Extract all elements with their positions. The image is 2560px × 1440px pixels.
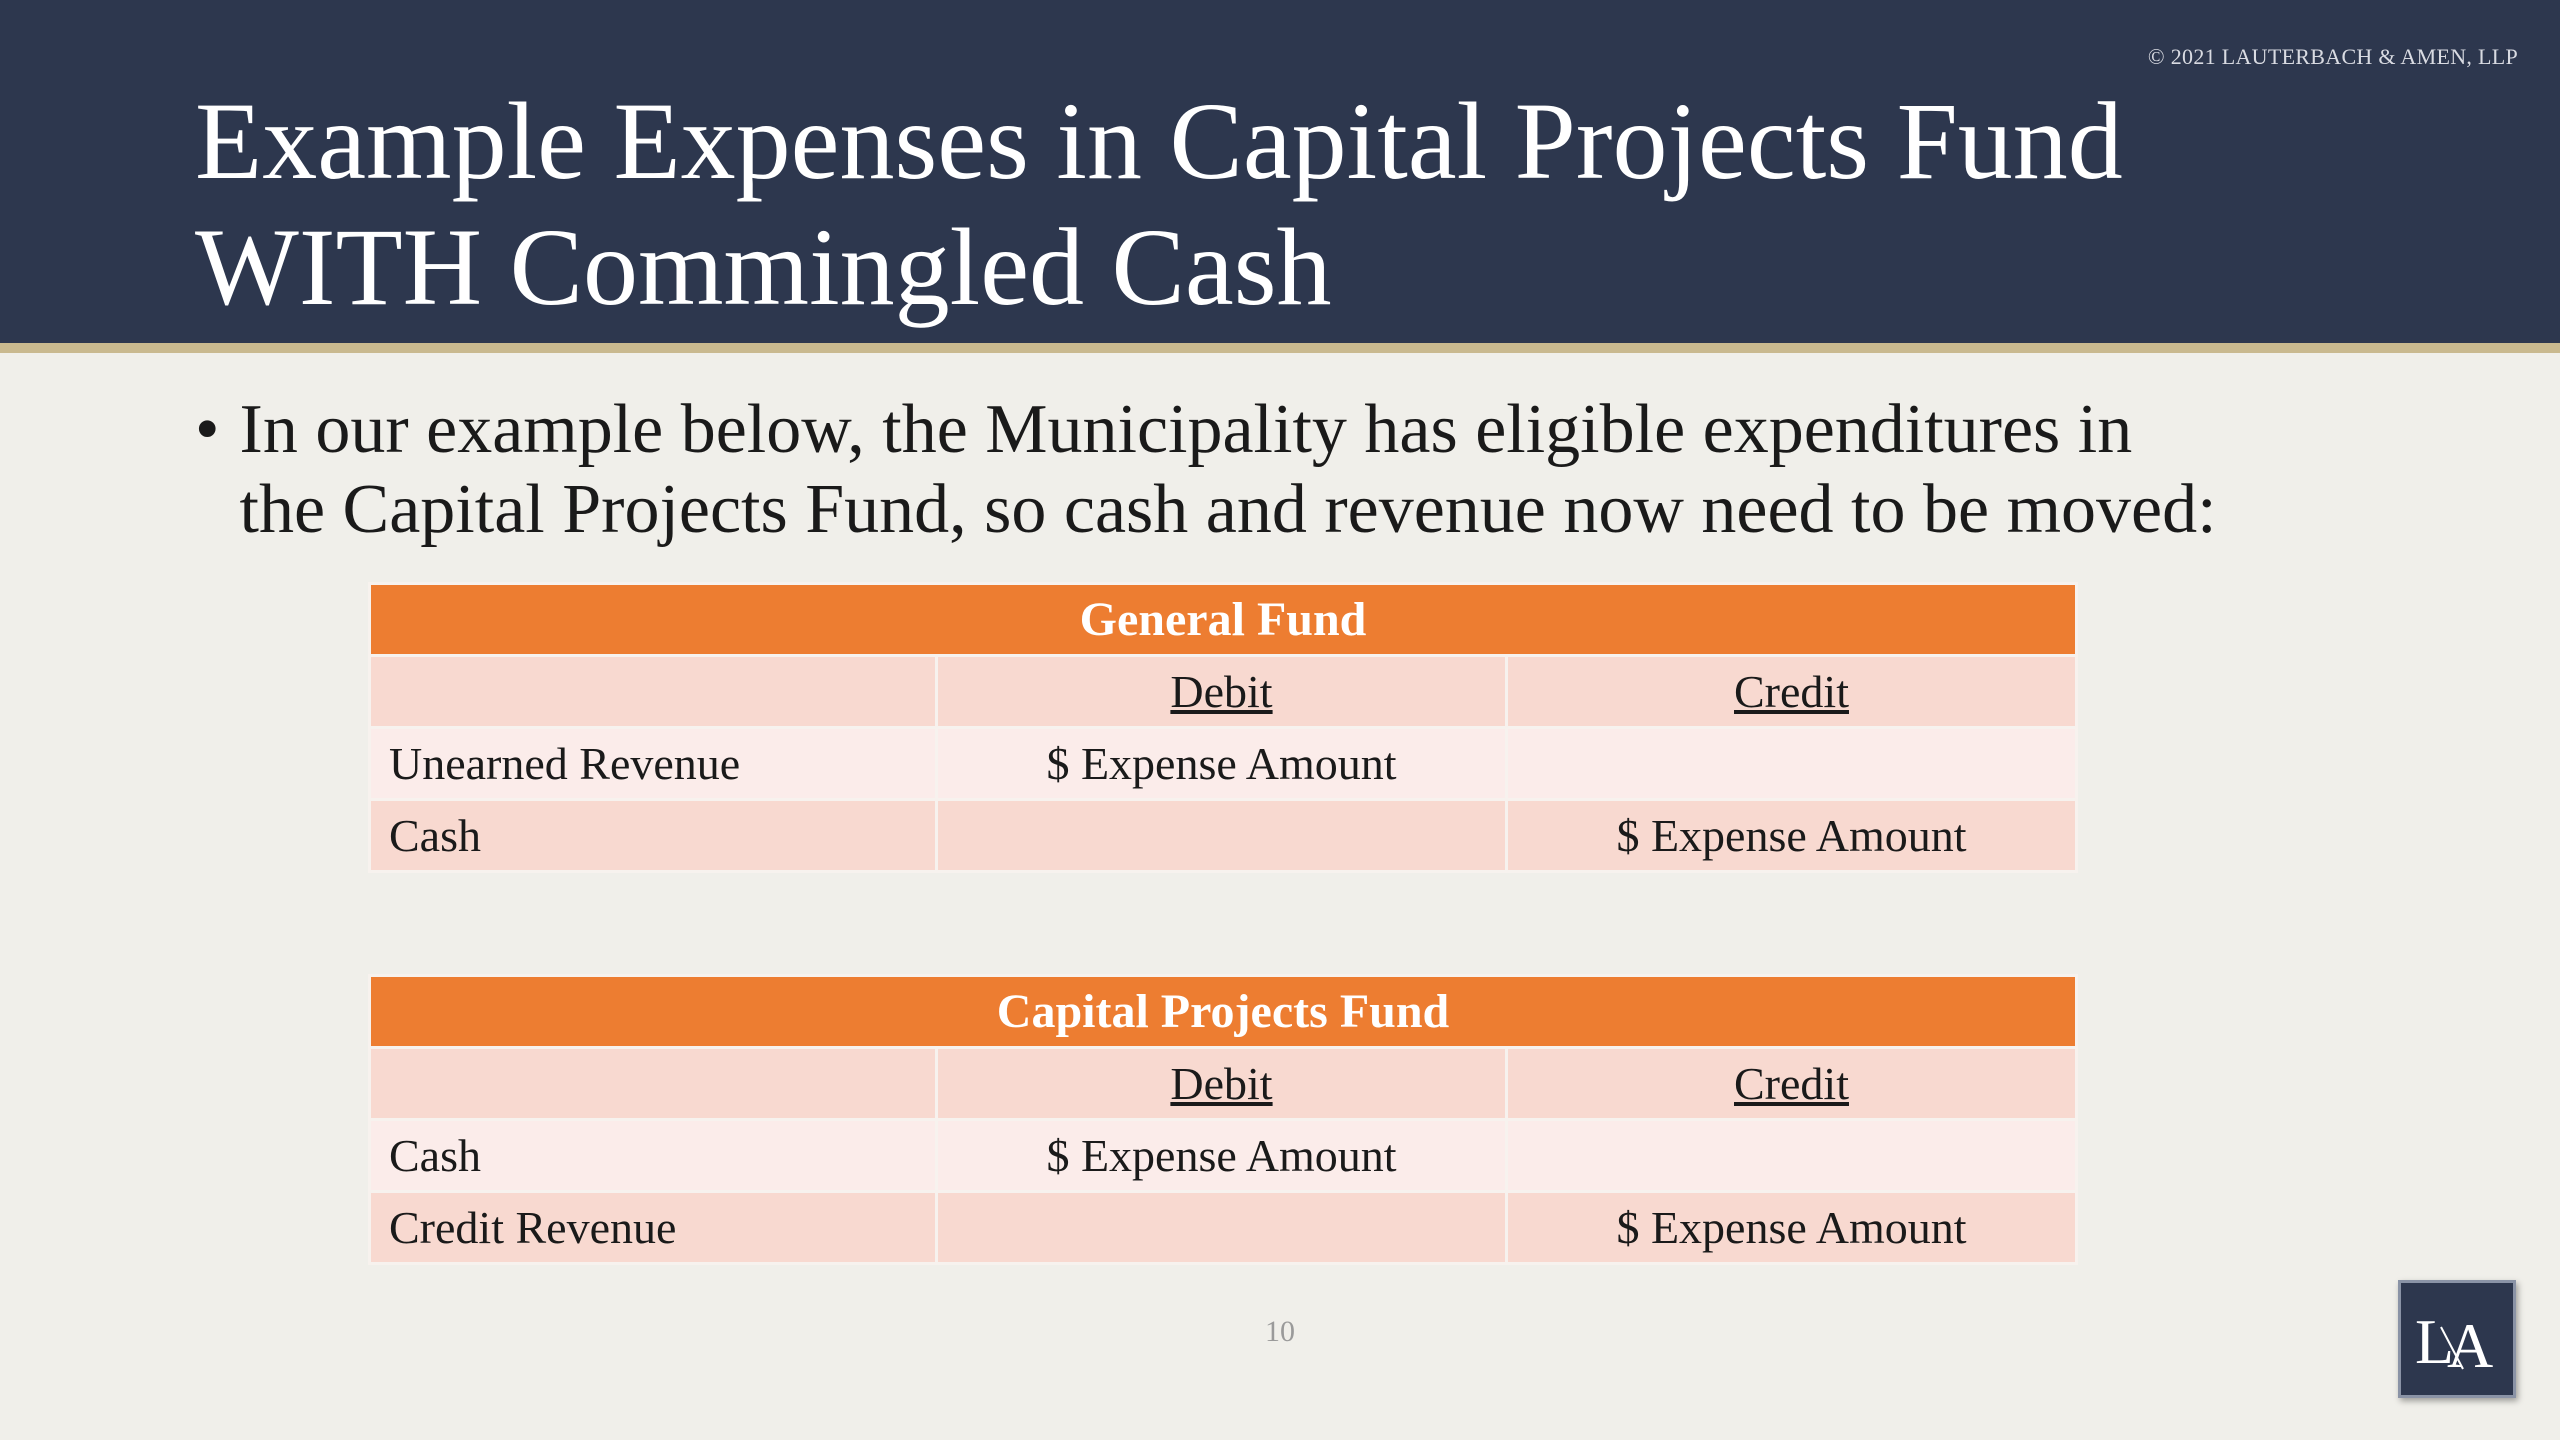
page-number: 10 [1265,1315,1295,1348]
general-fund-col-credit: Credit [1505,654,2078,729]
bullet-text-line-2: the Capital Projects Fund, so cash and r… [239,471,2217,548]
bullet-point: • In our example below, the Municipality… [195,390,2395,550]
capital-projects-fund-table: Capital Projects Fund Debit Credit Cash … [368,974,2078,1265]
credit-cell [1505,1118,2078,1193]
capital-projects-fund-col-credit: Credit [1505,1046,2078,1121]
la-logo-icon: L A [2415,1306,2493,1381]
header-divider [0,343,2560,353]
account-cell: Unearned Revenue [368,726,938,801]
firm-logo: L A [2398,1280,2516,1398]
table-row: Cash $ Expense Amount [368,798,2078,873]
credit-cell: $ Expense Amount [1505,798,2078,873]
general-fund-table: General Fund Debit Credit Unearned Reven… [368,582,2078,873]
slide-title-line-1: Example Expenses in Capital Projects Fun… [195,80,2123,202]
title-banner: © 2021 LAUTERBACH & AMEN, LLP Example Ex… [0,0,2560,343]
slide-title: Example Expenses in Capital Projects Fun… [195,78,2123,330]
logo-letter-a: A [2447,1310,2493,1381]
debit-cell [935,798,1508,873]
account-cell: Cash [368,798,938,873]
copyright-notice: © 2021 LAUTERBACH & AMEN, LLP [2147,44,2518,69]
table-row: Credit Revenue $ Expense Amount [368,1190,2078,1265]
capital-projects-fund-column-headers: Debit Credit [368,1046,2078,1121]
general-fund-column-headers: Debit Credit [368,654,2078,729]
capital-projects-fund-col-account [368,1046,938,1121]
credit-cell [1505,726,2078,801]
capital-projects-fund-col-debit: Debit [935,1046,1508,1121]
bullet-marker: • [195,391,220,468]
capital-projects-fund-header: Capital Projects Fund [368,974,2078,1049]
general-fund-col-account [368,654,938,729]
account-cell: Credit Revenue [368,1190,938,1265]
general-fund-col-debit: Debit [935,654,1508,729]
credit-cell: $ Expense Amount [1505,1190,2078,1265]
general-fund-header: General Fund [368,582,2078,657]
bullet-text: In our example below, the Municipality h… [240,390,2217,550]
debit-cell [935,1190,1508,1265]
debit-cell: $ Expense Amount [935,726,1508,801]
account-cell: Cash [368,1118,938,1193]
table-row: Cash $ Expense Amount [368,1118,2078,1193]
slide-title-line-2: WITH Commingled Cash [195,206,1332,328]
debit-cell: $ Expense Amount [935,1118,1508,1193]
bullet-text-line-1: In our example below, the Municipality h… [239,391,2133,468]
table-row: Unearned Revenue $ Expense Amount [368,726,2078,801]
